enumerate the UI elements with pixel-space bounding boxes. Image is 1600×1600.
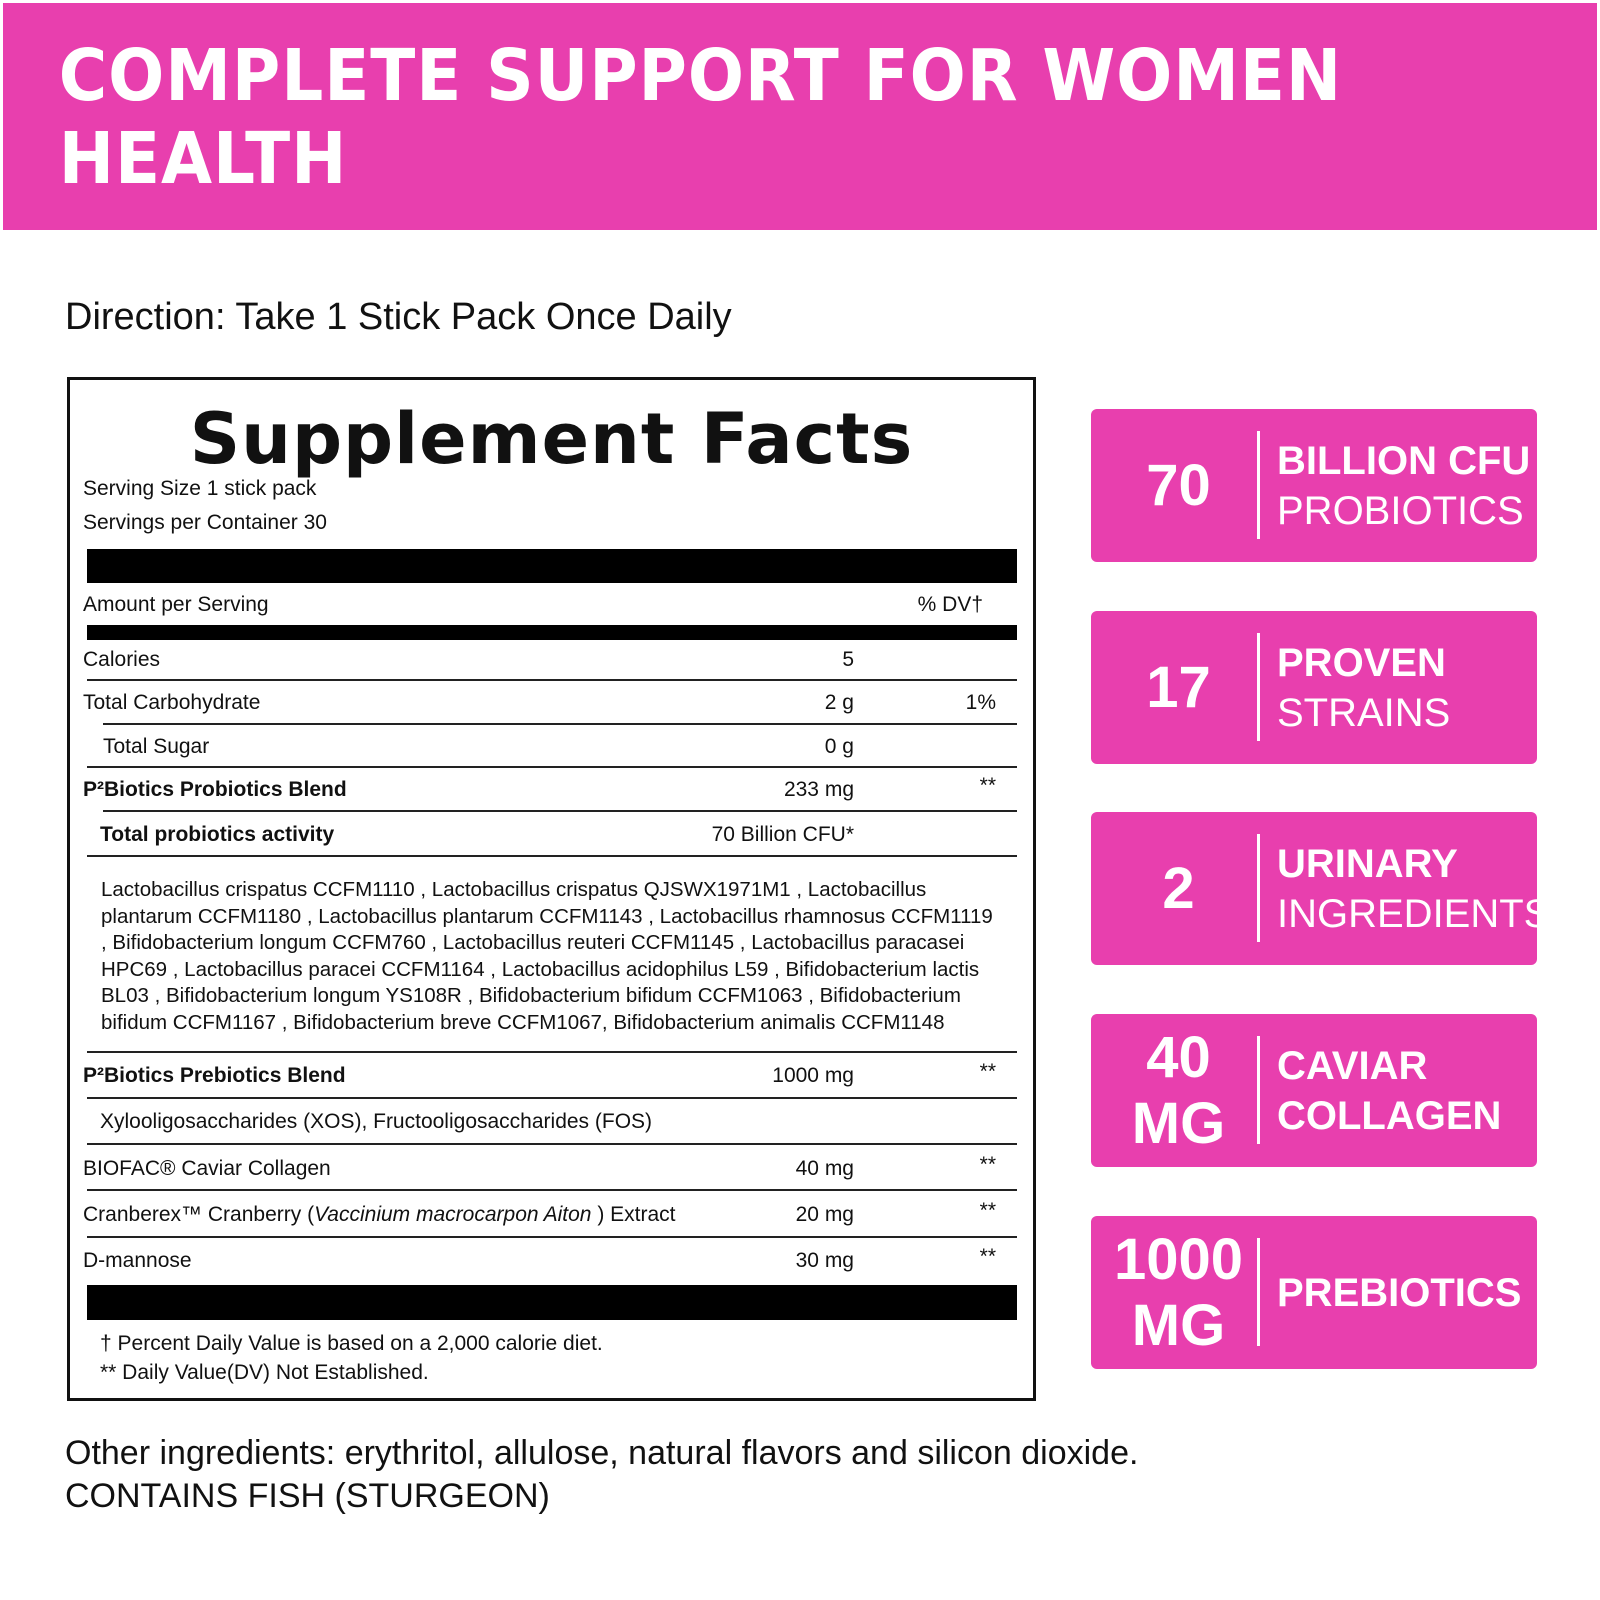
- row-name: Total Sugar: [103, 735, 210, 758]
- badge-line1: PROVEN: [1277, 640, 1446, 685]
- badge-line2: PROBIOTICS: [1277, 488, 1524, 533]
- allergen-warning: CONTAINS FISH (STURGEON): [65, 1477, 550, 1515]
- row-name: D-mannose: [83, 1249, 192, 1272]
- badge-strains: 17 PROVEN STRAINS: [1091, 611, 1537, 764]
- prebiotics-list: Xylooligosaccharides (XOS), Fructooligos…: [100, 1110, 653, 1133]
- badge-line2: COLLAGEN: [1277, 1093, 1502, 1138]
- badge-line1: CAVIAR: [1277, 1043, 1428, 1088]
- row-amount: 40 mg: [795, 1157, 854, 1180]
- badge-collagen: 40 MG CAVIAR COLLAGEN: [1091, 1014, 1537, 1167]
- row-name: P²Biotics Probiotics Blend: [83, 778, 347, 801]
- row-name-part: Cranberex™ Cranberry (: [83, 1203, 315, 1226]
- row-dv: 1%: [965, 691, 996, 714]
- row-amount: 30 mg: [795, 1249, 854, 1272]
- badge-divider: [1257, 1238, 1260, 1346]
- badge-number: 70: [1146, 452, 1211, 518]
- row-divider: [103, 810, 1017, 812]
- divider-bar: [87, 1285, 1017, 1320]
- row-divider: [87, 1097, 1017, 1099]
- badge-line2: INGREDIENTS: [1277, 891, 1551, 936]
- row-amount: 233 mg: [783, 778, 854, 801]
- badge-line1: BILLION CFU: [1277, 438, 1531, 483]
- footnote-dv: † Percent Daily Value is based on a 2,00…: [100, 1332, 603, 1355]
- badge-line2: STRAINS: [1277, 690, 1451, 735]
- row-amount: 70 Billion CFU*: [711, 823, 854, 846]
- row-divider: [87, 679, 1017, 681]
- dv-header: % DV†: [917, 593, 983, 616]
- row-divider: [87, 1143, 1017, 1145]
- badge-line1: URINARY: [1277, 841, 1458, 886]
- other-ingredients-text: Other ingredients: erythritol, allulose,…: [65, 1434, 1139, 1472]
- row-amount: 5: [842, 648, 854, 671]
- row-dv: **: [979, 1153, 996, 1176]
- serving-size: Serving Size 1 stick pack: [83, 477, 317, 500]
- facts-title: Supplement Facts: [189, 398, 914, 480]
- row-name: P²Biotics Prebiotics Blend: [83, 1064, 346, 1087]
- row-name: Total Carbohydrate: [83, 691, 261, 714]
- row-amount: 0 g: [824, 735, 854, 758]
- probiotic-strains-list: Lactobacillus crispatus CCFM1110 , Lacto…: [101, 878, 993, 1034]
- badge-number: 1000 MG: [1113, 1226, 1244, 1358]
- row-dv: **: [979, 1060, 996, 1083]
- supplement-facts-panel: Supplement Facts Serving Size 1 stick pa…: [67, 377, 1036, 1401]
- badge-prebiotics: 1000 MG PREBIOTICS: [1091, 1216, 1537, 1369]
- divider-bar: [87, 549, 1017, 583]
- badge-number: 17: [1146, 654, 1211, 720]
- row-divider: [87, 1236, 1017, 1238]
- row-name-latin: Vaccinium macrocarpon Aiton: [314, 1203, 592, 1226]
- row-divider: [87, 1189, 1017, 1191]
- amount-per-serving: Amount per Serving: [83, 593, 269, 616]
- row-name: Cranberex™ Cranberry (Vaccinium macrocar…: [83, 1203, 676, 1227]
- footnote-not-established: ** Daily Value(DV) Not Established.: [100, 1361, 429, 1384]
- badge-urinary: 2 URINARY INGREDIENTS: [1091, 812, 1550, 965]
- row-divider: [87, 855, 1017, 857]
- servings-per-container: Servings per Container 30: [83, 511, 327, 534]
- header-banner: COMPLETE SUPPORT FOR WOMEN HEALTH: [3, 3, 1597, 230]
- badge-number: 40 MG: [1131, 1024, 1226, 1156]
- badge-probiotics: 70 BILLION CFU PROBIOTICS: [1091, 409, 1537, 562]
- badge-number: 2: [1162, 855, 1195, 921]
- other-ingredients: Other ingredients: erythritol, allulose,…: [65, 1432, 1138, 1518]
- divider-bar: [87, 625, 1017, 640]
- page-title: COMPLETE SUPPORT FOR WOMEN HEALTH: [58, 33, 1343, 200]
- row-name: BIOFAC® Caviar Collagen: [83, 1157, 331, 1180]
- directions: Direction: Take 1 Stick Pack Once Daily: [65, 296, 732, 338]
- badge-divider: [1257, 834, 1260, 942]
- row-divider: [103, 723, 1017, 725]
- badge-divider: [1257, 633, 1260, 741]
- row-dv: **: [979, 774, 996, 797]
- badge-divider: [1257, 431, 1260, 539]
- row-dv: **: [979, 1199, 996, 1222]
- row-name: Calories: [83, 648, 161, 671]
- row-amount: 20 mg: [795, 1203, 854, 1226]
- row-amount: 2 g: [824, 691, 854, 714]
- row-divider: [87, 1051, 1017, 1053]
- row-dv: **: [979, 1245, 996, 1268]
- row-name-part: ) Extract: [591, 1203, 676, 1226]
- row-amount: 1000 mg: [772, 1064, 854, 1087]
- badge-divider: [1257, 1036, 1260, 1144]
- row-divider: [87, 766, 1017, 768]
- badge-line1: PREBIOTICS: [1277, 1270, 1522, 1315]
- row-name: Total probiotics activity: [100, 823, 335, 846]
